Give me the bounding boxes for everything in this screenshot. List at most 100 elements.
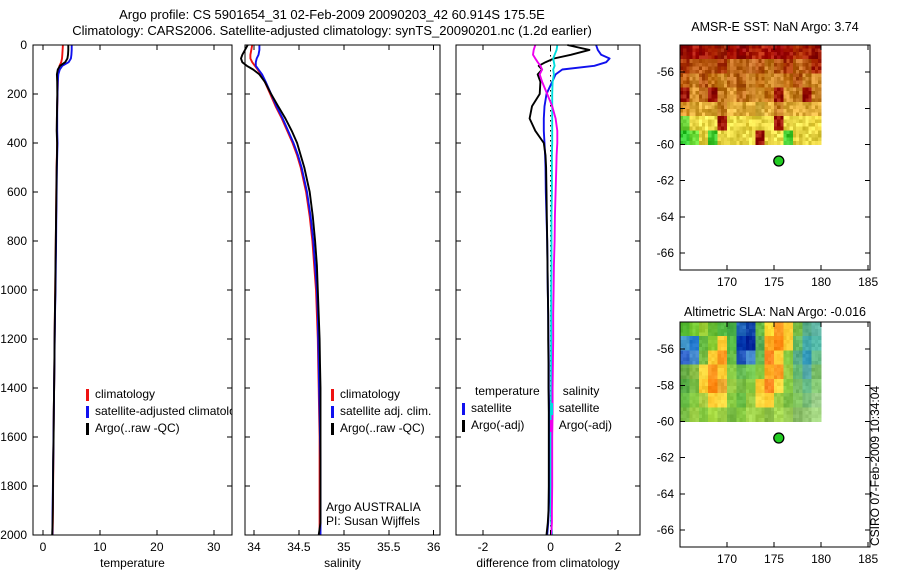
legend-item: satellite-adjusted climatology [86,403,232,420]
sst-map-float-marker [773,155,785,167]
sla-map-xtick-label: 170 [717,552,737,566]
salinity-profile-xtick-label: 34.5 [287,540,311,554]
legend-item: Argo(-adj) [549,417,613,434]
sla-map-xtick-label: 180 [811,552,831,566]
legend-item: Argo(..raw -QC) [331,420,439,437]
temperature-profile-ytick-label: 1600 [0,430,27,444]
figure-title-line1: Argo profile: CS 5901654_31 02-Feb-2009 … [119,7,545,22]
sla-map-image [680,322,822,422]
difference-panel-legend: temperature satellite Argo(-adj) salinity sa… [462,383,612,434]
sst-map-panel: 170 175 180 185 -56 -58 -60 -62 -64 -66 [657,44,878,289]
sla-map-panel: 170 175 180 185 -56 -58 -60 -62 -64 -66 [657,321,878,566]
legend-item: Argo(-adj) [462,417,540,434]
salinity-profile-xtick-label: 35.5 [377,540,401,554]
legend-swatch [462,402,465,415]
sst-map-ytick-label: -64 [657,210,675,224]
annotation-line1: Argo AUSTRALIA [326,500,421,514]
legend-label: Argo(..raw -QC) [95,421,180,435]
difference-profile-series-salinity-satellite [549,44,559,536]
legend-swatch [86,422,89,435]
temperature-profile-ytick-label: 2000 [0,528,27,542]
legend-label: satellite [558,401,600,415]
salinity-profile-xtick-label: 34 [247,540,261,554]
sst-map-xtick-label: 175 [764,275,784,289]
temperature-profile-ytick-label: 200 [7,87,27,101]
legend-swatch [462,419,465,432]
legend-label: Argo(-adj) [558,418,613,432]
sst-map-ytick-label: -56 [657,65,675,79]
sst-map-ytick-label: -62 [657,174,675,188]
figure-title-line2: Climatology: CARS2006. Satellite-adjuste… [72,23,592,38]
legend-item: climatology [331,386,439,403]
program-annotation: Argo AUSTRALIA PI: Susan Wijffels [326,500,421,528]
sst-map-xtick-label: 180 [811,275,831,289]
salinity-profile-series-argo-raw-qc- [240,44,322,536]
sst-map-xtick-label: 185 [858,275,878,289]
legend-swatch [331,405,334,418]
sst-map-ytick-label: -66 [657,246,675,260]
temperature-profile-ytick-label: 400 [7,136,27,150]
temperature-profile-ytick-label: 1200 [0,332,27,346]
temperature-profile-xlabel: temperature [100,556,165,570]
sst-map-xtick-label: 170 [717,275,737,289]
sst-map-ytick-label: -58 [657,101,675,115]
sla-map-title: Altimetric SLA: NaN Argo: -0.016 [683,305,867,319]
legend-label: Argo(-adj) [471,418,525,432]
legend-column-header: temperature [475,384,540,398]
temperature-profile-ytick-label: 1000 [0,283,27,297]
legend-column-header: salinity [562,384,600,398]
temperature-panel-legend: climatology satellite-adjusted climatolog… [86,386,232,437]
temperature-profile-series-argo-raw-qc- [51,45,70,536]
sla-map-ytick-label: -62 [657,451,675,465]
legend-column: temperature satellite Argo(-adj) [462,383,540,434]
sla-map-ytick-label: -56 [657,342,675,356]
temperature-profile-xtick-label: 10 [93,540,107,554]
difference-profile-xlabel: difference from climatology [476,556,619,570]
legend-label: satellite-adjusted climatology [95,404,232,418]
sla-map-xtick-label: 185 [858,552,878,566]
legend-item: satellite [462,400,540,417]
legend-swatch [331,388,334,401]
legend-swatch [549,402,553,415]
difference-profile-panel: -2 0 2 difference from climatology [455,44,641,570]
sla-map-xtick-label: 175 [764,552,784,566]
temperature-profile-axes-box [32,44,233,536]
salinity-profile-axes-box [244,44,441,536]
legend-label: climatology [95,387,156,401]
legend-item: satellite [549,400,612,417]
legend-item: climatology [86,386,232,403]
difference-profile-xtick-label: -2 [478,540,489,554]
temperature-profile-ytick-label: 0 [20,38,27,52]
temperature-profile-ytick-label: 1800 [0,479,27,493]
legend-swatch [86,388,89,401]
sla-map-axes-box [679,321,871,548]
sst-map-ytick-label: -60 [657,137,675,151]
sla-map-float-marker [773,432,785,444]
sla-map-ytick-label: -58 [657,378,675,392]
temperature-profile-xtick-label: 20 [150,540,164,554]
salinity-profile-series-satellite-adj-clim- [254,45,322,535]
temperature-profile-panel: 0 10 20 30 0 200 400 600 800 1000 1200 1400 1600 1800… [0,38,233,570]
salinity-profile-xlabel: salinity [324,556,361,570]
figure-title: Argo profile: CS 5901654_31 02-Feb-2009 … [20,7,644,39]
sla-map-ytick-label: -66 [657,523,675,537]
temperature-profile-ytick-label: 1400 [0,381,27,395]
temperature-profile-ytick-label: 800 [7,234,27,248]
legend-item: satellite adj. clim. [331,403,439,420]
legend-swatch [86,405,89,418]
legend-swatch [549,419,553,432]
legend-column: salinity satellite Argo(-adj) [549,383,613,434]
temperature-profile-ytick-label: 600 [7,185,27,199]
sst-map-title: AMSR-E SST: NaN Argo: 3.74 [691,20,859,34]
legend-label: Argo(..raw -QC) [340,421,425,435]
salinity-profile-xtick-label: 36 [427,540,441,554]
salinity-profile-panel: 34 34.5 35 35.5 36 salinity [240,44,441,570]
difference-profile-series-temperature-argo-adj- [528,44,591,536]
annotation-line2: PI: Susan Wijffels [326,513,420,528]
sst-map-image [680,45,822,145]
sla-map-ytick-label: -60 [657,414,675,428]
temperature-profile-xtick-label: 0 [40,540,47,554]
difference-profile-series-salinity-argo-adj- [532,44,559,536]
legend-swatch [331,422,334,435]
